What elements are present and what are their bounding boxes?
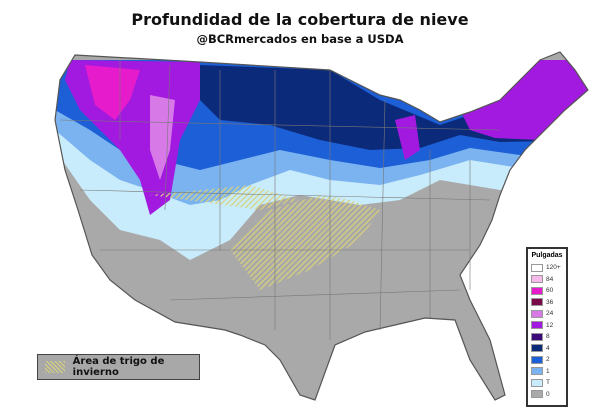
- legend-label: 0: [546, 390, 550, 398]
- legend-label: 84: [546, 275, 554, 283]
- snow-60in-region: [85, 65, 140, 120]
- legend-item: 120+: [531, 262, 563, 274]
- legend-item: 84: [531, 274, 563, 286]
- legend-item: T: [531, 377, 563, 389]
- legend-item: 2: [531, 354, 563, 366]
- legend-label: 120+: [546, 264, 561, 272]
- legend-swatch: [531, 390, 543, 399]
- legend-label: 12: [546, 321, 554, 329]
- legend-item: 36: [531, 297, 563, 309]
- winter-wheat-area: [150, 185, 300, 210]
- legend-swatch: [531, 286, 543, 295]
- winter-wheat-legend: Área de trigo de invierno: [37, 354, 200, 380]
- snow-12in-northeast: [460, 60, 588, 140]
- legend-swatch: [531, 355, 543, 364]
- wheat-legend-label: Área de trigo de invierno: [72, 356, 165, 378]
- legend-label: 8: [546, 333, 550, 341]
- map-subtitle: @BCRmercados en base a USDA: [196, 32, 404, 46]
- legend-item: 0: [531, 389, 563, 401]
- legend-item: 24: [531, 308, 563, 320]
- legend-item: 1: [531, 366, 563, 378]
- legend-swatch: [531, 378, 543, 387]
- legend-label: 24: [546, 310, 554, 318]
- legend-label: 1: [546, 367, 550, 375]
- legend-swatch: [531, 321, 543, 330]
- snow-michigan-region: [395, 115, 420, 160]
- legend-swatch: [531, 298, 543, 307]
- legend-item: 8: [531, 331, 563, 343]
- legend-item: 12: [531, 320, 563, 332]
- legend-item: 60: [531, 285, 563, 297]
- legend-swatch: [531, 332, 543, 341]
- legend-swatch: [531, 263, 543, 272]
- legend-label: 2: [546, 356, 550, 364]
- legend-title: Pulgadas: [531, 252, 563, 259]
- snow-24in-region: [150, 95, 175, 180]
- state-borders: [59, 60, 501, 340]
- legend-swatch: [531, 309, 543, 318]
- legend-swatch: [531, 275, 543, 284]
- legend-swatch: [531, 344, 543, 353]
- snow-depth-legend: Pulgadas 120+ 84 60 36 24 12 8 4 2 1 T 0: [526, 247, 568, 407]
- legend-swatch: [531, 367, 543, 376]
- legend-item: 4: [531, 343, 563, 355]
- legend-label: 36: [546, 298, 554, 306]
- winter-wheat-area: [230, 195, 380, 290]
- map-title: Profundidad de la cobertura de nieve: [131, 10, 469, 29]
- legend-label: 4: [546, 344, 550, 352]
- legend-label: 60: [546, 287, 554, 295]
- wheat-pattern-swatch: [45, 361, 65, 373]
- legend-label: T: [546, 379, 550, 387]
